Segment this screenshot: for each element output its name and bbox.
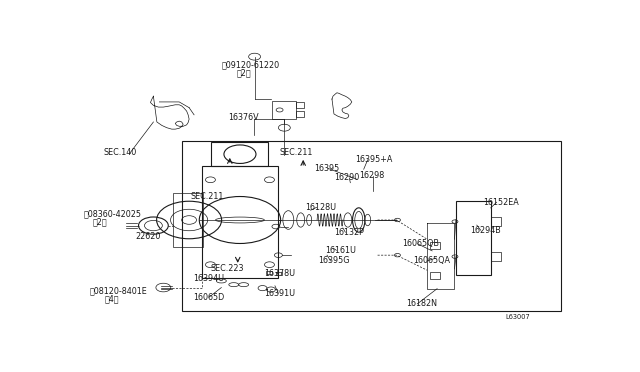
Text: 16152EA: 16152EA [483,198,518,207]
Text: 22620: 22620 [136,232,161,241]
Text: 16391U: 16391U [264,289,296,298]
Text: 16161U: 16161U [325,246,356,255]
Text: 16378U: 16378U [264,269,296,278]
Text: 〈2〉: 〈2〉 [92,217,107,226]
Text: 〈2〉: 〈2〉 [236,68,251,77]
Text: SEC.140: SEC.140 [104,148,137,157]
Text: 16290: 16290 [334,173,359,182]
Text: 16294B: 16294B [470,226,501,235]
Text: 〈4〉: 〈4〉 [105,295,119,304]
Text: 16132P: 16132P [335,228,364,237]
Text: SEC.223: SEC.223 [211,264,244,273]
Text: 16395+A: 16395+A [355,155,393,164]
Text: 16376V: 16376V [228,113,259,122]
Text: 16065D: 16065D [193,293,225,302]
Text: 16395G: 16395G [318,256,349,265]
Text: 16182N: 16182N [406,299,437,308]
Text: SEC.211: SEC.211 [280,148,313,157]
Text: ⒲08120-8401E: ⒲08120-8401E [90,286,148,295]
Text: 16395: 16395 [314,164,339,173]
Text: 16128U: 16128U [305,203,336,212]
Text: SEC.211: SEC.211 [190,192,223,201]
Text: ⒲09120-61220: ⒲09120-61220 [222,60,280,69]
Text: Ⓜ08360-42025: Ⓜ08360-42025 [84,209,142,218]
Text: 16065QB: 16065QB [403,239,440,248]
Text: L63007: L63007 [506,314,531,320]
Text: 16394U: 16394U [193,273,224,283]
Text: 16298: 16298 [359,171,384,180]
Text: 16065QA: 16065QA [413,256,451,265]
